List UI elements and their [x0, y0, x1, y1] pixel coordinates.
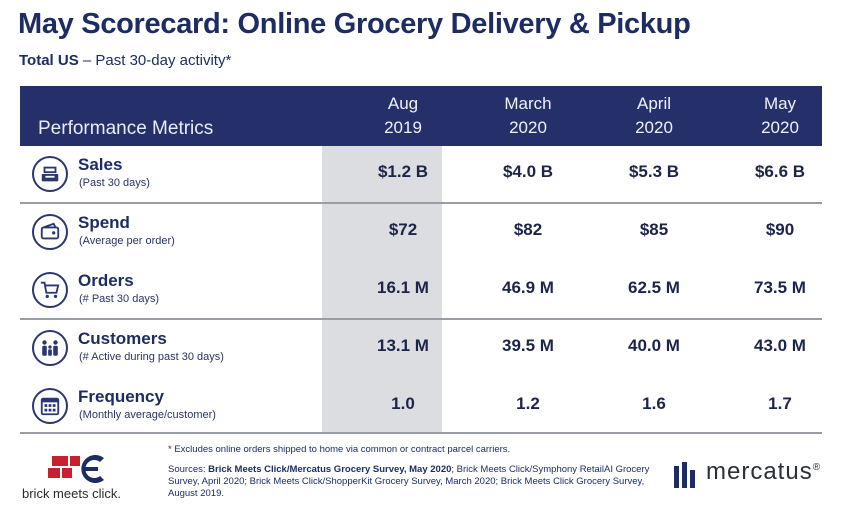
table-row-spend: Spend (Average per order) $72 $82 $85 $9…	[20, 204, 822, 260]
metric-name: Orders	[78, 271, 134, 290]
column-header-may-2020: May 2020	[730, 92, 830, 140]
column-header-line2: 2020	[635, 118, 673, 137]
table-cell: $72	[388, 220, 418, 239]
column-header-aug-2019: Aug 2019	[353, 92, 453, 140]
metric-description: (Average per order)	[79, 235, 175, 247]
metric-description: (Monthly average/customer)	[79, 409, 216, 421]
row-divider	[20, 318, 822, 320]
table-bottom-divider	[20, 432, 822, 434]
metrics-header: Performance Metrics	[38, 118, 214, 139]
page-subtitle: Total US – Past 30-day activity*	[19, 52, 231, 69]
table-cell: $1.2 B	[377, 162, 429, 181]
table-cell: $82	[513, 220, 543, 239]
table-cell: 40.0 M	[628, 336, 680, 355]
table-cell: $4.0 B	[502, 162, 554, 181]
metric-name: Frequency	[78, 387, 164, 406]
table-header: Performance Metrics Aug 2019 March 2020 Ap…	[20, 86, 822, 146]
column-header-line1: April	[636, 94, 671, 113]
registered-mark: ®	[812, 462, 822, 473]
table-cell: 1.0	[391, 394, 415, 413]
metric-description: (# Past 30 days)	[79, 293, 160, 305]
column-header-line1: March	[504, 94, 552, 113]
table-cell: 46.9 M	[502, 278, 554, 297]
table-cell: $85	[639, 220, 669, 239]
column-header-line2: 2020	[761, 118, 799, 137]
table-cell: 73.5 M	[754, 278, 806, 297]
column-header-line1: Aug	[387, 94, 419, 113]
column-header-line2: 2020	[509, 118, 547, 137]
calendar-icon	[32, 388, 68, 424]
metric-description: (# Active during past 30 days)	[79, 351, 224, 363]
column-header-april-2020: April 2020	[604, 92, 704, 140]
metric-name: Spend	[78, 213, 130, 232]
table-cell: $5.3 B	[628, 162, 680, 181]
aug-2019-column-highlight	[322, 146, 442, 432]
footnote: * Excludes online orders shipped to home…	[168, 444, 511, 455]
table-cell: 43.0 M	[754, 336, 806, 355]
table-cell: $90	[765, 220, 795, 239]
row-divider	[20, 202, 822, 204]
sources-prefix: Sources:	[168, 464, 209, 475]
table-cell: 13.1 M	[377, 336, 429, 355]
column-header-line1: May	[763, 94, 797, 113]
table-cell: 62.5 M	[628, 278, 680, 297]
table-cell: 1.2	[516, 394, 540, 413]
table-cell: 39.5 M	[502, 336, 554, 355]
brick-meets-click-wordmark: brick meets click.	[22, 486, 121, 501]
brick-meets-click-logo	[48, 455, 104, 483]
register-icon	[32, 156, 68, 192]
table-cell: 1.7	[768, 394, 792, 413]
mercatus-logo	[674, 462, 695, 488]
table-row-customers: Customers (# Active during past 30 days)…	[20, 320, 822, 376]
page-title: May Scorecard: Online Grocery Delivery &…	[18, 8, 691, 40]
metric-name: Sales	[78, 155, 123, 174]
column-header-line2: 2019	[384, 118, 422, 137]
family-icon	[32, 330, 68, 366]
subtitle-rest: – Past 30-day activity*	[78, 52, 232, 69]
metric-name: Customers	[78, 329, 167, 348]
sources-note: Sources: Brick Meets Click/Mercatus Groc…	[168, 464, 658, 500]
subtitle-bold: Total US	[19, 52, 79, 69]
table-cell: 1.6	[642, 394, 666, 413]
sources-primary: Brick Meets Click/Mercatus Grocery Surve…	[208, 464, 452, 475]
table-cell: 16.1 M	[377, 278, 429, 297]
mercatus-wordmark: mercatus®	[706, 458, 821, 486]
wallet-icon	[32, 214, 68, 250]
cart-icon	[32, 272, 68, 308]
sources-rest: ; Brick Meets Click/Symphony RetailAI Gr…	[168, 464, 650, 499]
table-row-frequency: Frequency (Monthly average/customer) 1.0…	[20, 378, 822, 434]
metric-description: (Past 30 days)	[79, 177, 150, 189]
table-row-sales: Sales (Past 30 days) $1.2 B $4.0 B $5.3 …	[20, 146, 822, 202]
mercatus-name: mercatus	[706, 458, 813, 485]
table-cell: $6.6 B	[754, 162, 806, 181]
table-row-orders: Orders (# Past 30 days) 16.1 M 46.9 M 62…	[20, 262, 822, 318]
column-header-march-2020: March 2020	[478, 92, 578, 140]
